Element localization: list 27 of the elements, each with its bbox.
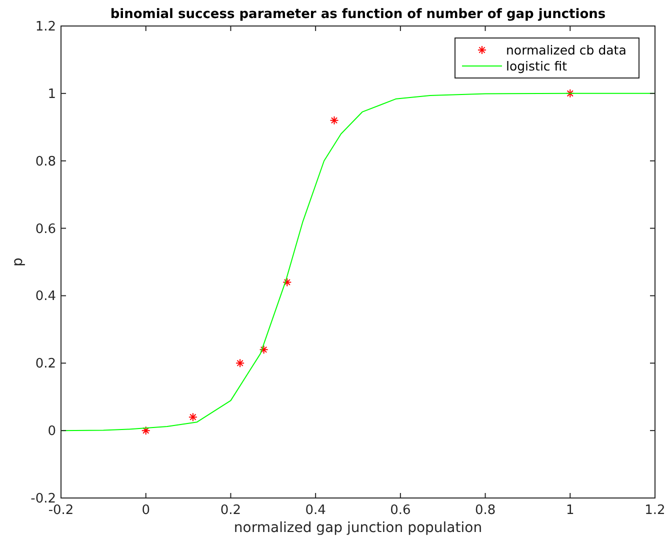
y-tick-label: 0.2: [35, 356, 56, 372]
point: [566, 88, 575, 98]
point: [330, 116, 339, 125]
x-tick-label: 0.6: [390, 503, 411, 518]
legend-label: normalized cb data: [506, 42, 626, 58]
y-tick-label: 0.6: [35, 222, 56, 237]
x-tick-label: 0.4: [305, 503, 326, 518]
x-axis-title: normalized gap junction population: [234, 520, 482, 536]
legend-label: logistic fit: [506, 58, 568, 74]
y-tick-label: 0.4: [35, 289, 56, 304]
x-tick-label: 1: [566, 503, 574, 518]
point: [188, 412, 198, 422]
x-tick-label: 0.8: [474, 503, 496, 518]
point: [141, 426, 150, 436]
x-tick-label: 0.2: [220, 503, 242, 518]
y-tick-label: 0: [48, 424, 56, 440]
point: [236, 358, 245, 368]
chart-title: binomial success parameter as function of number of gap junctions: [110, 7, 606, 22]
x-tick-label: 0: [142, 503, 150, 518]
point: [282, 278, 292, 287]
point: [259, 345, 268, 354]
y-axis-title: p: [10, 257, 26, 266]
y-tick-label: 0.8: [35, 154, 56, 170]
y-tick-label: -0.2: [30, 492, 56, 506]
y-tick-label: 1.2: [35, 20, 56, 34]
x-tick-label: 1.2: [644, 503, 666, 518]
y-tick-label: 1: [48, 86, 56, 102]
